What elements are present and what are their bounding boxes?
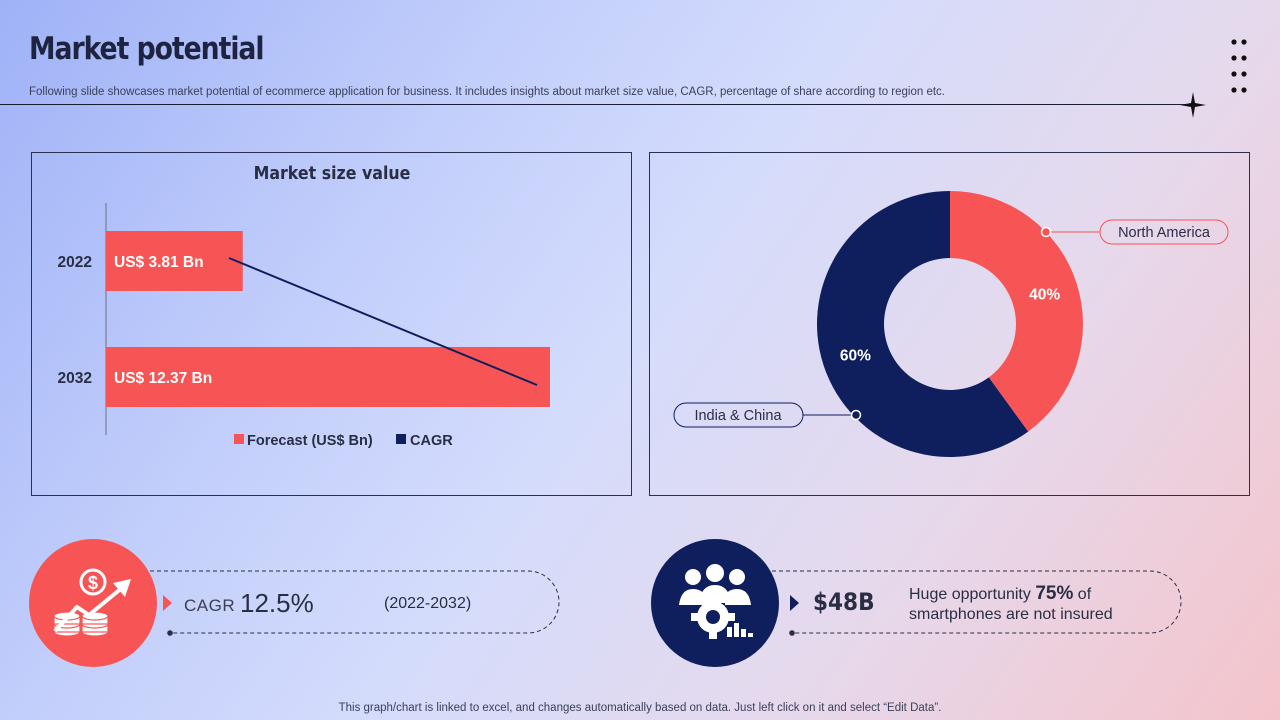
cagr-value: 12.5% [240, 588, 314, 618]
cagr-range: (2022-2032) [384, 595, 472, 612]
category-label-2022: 2022 [58, 254, 92, 271]
cagr-label: CAGR [184, 596, 236, 615]
legend-cagr-label: CAGR [410, 433, 453, 449]
chart-title: Market size value [254, 162, 411, 183]
donut-value-label-0: 40% [1029, 286, 1060, 303]
bar-label-2022: US$ 3.81 Bn [114, 254, 204, 271]
header-divider [0, 104, 1186, 105]
cagr-icon-circle: $ [29, 539, 157, 667]
opportunity-text-mid: of [1077, 586, 1092, 603]
market-size-chart[interactable]: Market size value US$ 3.81 Bn 2022 US$ 12.… [32, 153, 633, 497]
opportunity-pointer [790, 595, 799, 611]
callout-label-north-america: North America [1118, 225, 1211, 241]
callout-box-north-america [1099, 219, 1229, 245]
svg-text:$: $ [88, 573, 98, 593]
bar-2032[interactable] [106, 347, 550, 407]
market-size-panel: Market size value US$ 3.81 Bn 2022 US$ 12.… [31, 152, 632, 496]
dot-grid-icon [1231, 39, 1247, 93]
donut-value-label-1: 60% [840, 348, 871, 365]
legend-forecast-label: Forecast (US$ Bn) [247, 433, 373, 449]
opportunity-percent: 75% [1035, 583, 1074, 604]
cagr-outline [150, 570, 560, 636]
opportunity-text-prefix: Huge opportunity [909, 586, 1031, 603]
legend-cagr-swatch [396, 434, 406, 444]
callout-box-india-china [673, 402, 804, 428]
opportunity-outline [772, 570, 1182, 636]
footer-note: This graph/chart is linked to excel, and… [338, 702, 942, 714]
dollar-growth-icon: $ [53, 568, 131, 637]
sparkle-icon [1180, 92, 1206, 118]
callout-dot-north-america [1040, 226, 1052, 238]
opportunity-text: Huge opportunity 75% of smartphones are … [909, 584, 1169, 625]
cagr-series-line [228, 257, 538, 386]
opportunity-value: $48B [813, 588, 875, 616]
team-gear-icon [679, 564, 753, 639]
region-share-chart[interactable]: 40% 60% North America India & China [650, 153, 1251, 497]
bar-label-2032: US$ 12.37 Bn [114, 370, 212, 387]
opportunity-icon-circle [651, 539, 779, 667]
category-label-2032: 2032 [58, 370, 92, 387]
region-share-panel: 40% 60% North America India & China [649, 152, 1250, 496]
callout-dot-india-china [850, 409, 862, 421]
donut-slice-1[interactable] [817, 191, 1029, 457]
bar-2022[interactable] [106, 231, 243, 291]
page-title: Market potential [29, 31, 265, 67]
legend-forecast-swatch [234, 434, 244, 444]
cagr-pointer [163, 595, 172, 611]
opportunity-text-suffix: smartphones are not insured [909, 606, 1113, 623]
callout-label-india-china: India & China [694, 408, 782, 424]
page-subtitle: Following slide showcases market potenti… [29, 86, 945, 98]
donut-slice-0[interactable] [950, 191, 1083, 432]
